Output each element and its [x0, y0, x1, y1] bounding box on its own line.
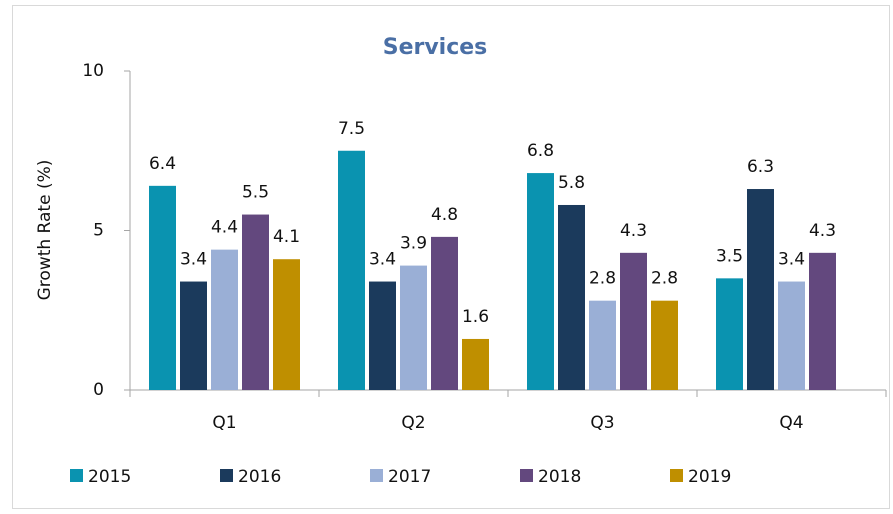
data-label: 4.3 [620, 221, 647, 241]
legend-swatch [220, 469, 233, 482]
x-tick-label: Q2 [401, 413, 425, 433]
y-axis-label: Growth Rate (%) [35, 160, 55, 301]
data-label: 6.3 [747, 157, 774, 177]
bar [338, 150, 365, 390]
bar [558, 204, 585, 390]
legend-label: 2019 [688, 467, 731, 487]
data-label: 7.5 [338, 119, 365, 139]
legend-swatch [670, 469, 683, 482]
bar [620, 252, 647, 390]
x-tick-label: Q4 [779, 413, 803, 433]
x-tick-label: Q3 [590, 413, 614, 433]
legend-swatch [70, 469, 83, 482]
legend-label: 2018 [538, 467, 581, 487]
bar [242, 214, 269, 390]
data-label: 4.8 [431, 205, 458, 225]
data-label: 4.1 [273, 227, 300, 247]
data-label: 2.8 [651, 269, 678, 289]
data-label: 4.3 [809, 221, 836, 241]
bar [747, 189, 774, 390]
legend-label: 2017 [388, 467, 431, 487]
bar [211, 249, 238, 390]
bar [149, 185, 176, 390]
y-tick-label: 0 [93, 380, 104, 400]
data-label: 5.8 [558, 173, 585, 193]
data-label: 4.4 [211, 218, 238, 238]
bar [527, 173, 554, 390]
bar [273, 259, 300, 390]
data-label: 3.5 [716, 246, 743, 266]
data-label: 3.4 [778, 250, 805, 270]
bar [651, 300, 678, 390]
legend-swatch [370, 469, 383, 482]
bar [716, 278, 743, 390]
y-tick-label: 5 [93, 221, 104, 241]
data-label: 2.8 [589, 269, 616, 289]
data-label: 3.4 [369, 250, 396, 270]
data-label: 3.9 [400, 234, 427, 254]
bar [589, 300, 616, 390]
y-tick-label: 10 [82, 61, 104, 81]
data-label: 6.4 [149, 154, 176, 174]
data-label: 5.5 [242, 183, 269, 203]
data-label: 3.4 [180, 250, 207, 270]
legend-swatch [520, 469, 533, 482]
legend-label: 2016 [238, 467, 281, 487]
data-label: 1.6 [462, 307, 489, 327]
legend-label: 2015 [88, 467, 131, 487]
chart-title: Services [383, 35, 488, 60]
bar [400, 265, 427, 390]
bar [431, 236, 458, 390]
bar [369, 281, 396, 390]
data-label: 6.8 [527, 141, 554, 161]
bar [809, 252, 836, 390]
bar [462, 338, 489, 390]
x-tick-label: Q1 [212, 413, 236, 433]
bar [180, 281, 207, 390]
bar [778, 281, 805, 390]
